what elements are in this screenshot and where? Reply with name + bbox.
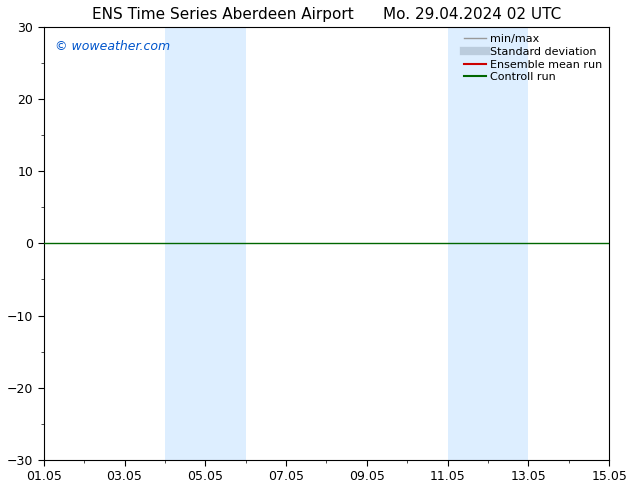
Bar: [488, 27, 528, 460]
Title: ENS Time Series Aberdeen Airport      Mo. 29.04.2024 02 UTC: ENS Time Series Aberdeen Airport Mo. 29.…: [92, 7, 561, 22]
Bar: [205, 27, 245, 460]
Bar: [448, 27, 488, 460]
Text: © woweather.com: © woweather.com: [55, 40, 170, 53]
Legend: min/max, Standard deviation, Ensemble mean run, Controll run: min/max, Standard deviation, Ensemble me…: [459, 29, 607, 87]
Bar: [165, 27, 205, 460]
